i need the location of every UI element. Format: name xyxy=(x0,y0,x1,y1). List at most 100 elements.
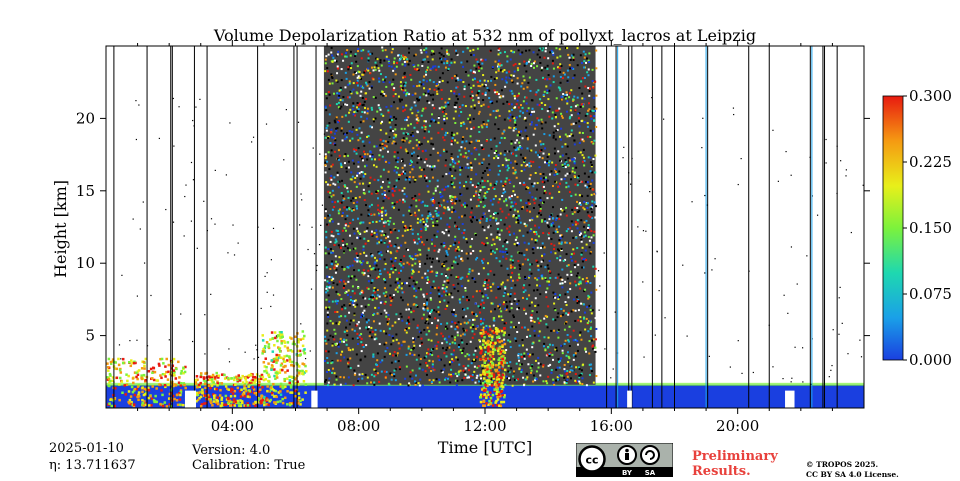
aerosol-pixel xyxy=(167,363,170,367)
noise-pixel xyxy=(451,158,454,161)
noise-pixel xyxy=(422,243,425,246)
noise-pixel xyxy=(445,251,448,254)
noise-pixel xyxy=(418,263,421,266)
aerosol-pixel xyxy=(129,364,133,368)
noise-pixel xyxy=(521,326,524,329)
aerosol-pixel xyxy=(147,386,150,390)
aerosol-pixel xyxy=(206,393,210,397)
noise-pixel xyxy=(415,304,418,307)
noise-pixel xyxy=(547,346,550,349)
noise-pixel xyxy=(595,94,598,97)
noise-pixel xyxy=(356,227,359,230)
noise-pixel xyxy=(440,369,443,372)
noise-pixel xyxy=(324,62,327,65)
noise-pixel xyxy=(482,318,485,321)
aerosol-pixel xyxy=(106,376,109,379)
noise-pixel xyxy=(579,374,582,377)
noise-pixel xyxy=(552,296,555,299)
noise-pixel xyxy=(362,73,365,76)
noise-pixel xyxy=(550,369,553,372)
noise-pixel xyxy=(507,370,510,373)
noise-pixel xyxy=(517,242,520,245)
noise-pixel xyxy=(439,76,442,79)
noise-pixel xyxy=(487,262,490,265)
noise-pixel xyxy=(470,95,473,98)
noise-pixel xyxy=(326,70,329,73)
noise-pixel xyxy=(386,150,389,153)
aerosol-pixel xyxy=(110,404,113,408)
noise-pixel xyxy=(347,196,350,199)
noise-pixel xyxy=(348,82,351,85)
noise-pixel xyxy=(372,313,375,316)
noise-pixel xyxy=(582,258,585,261)
noise-pixel xyxy=(411,168,414,171)
noise-pixel xyxy=(532,66,535,69)
noise-pixel xyxy=(418,141,421,144)
noise-pixel xyxy=(366,328,369,331)
noise-pixel xyxy=(357,47,360,50)
noise-pixel xyxy=(560,178,563,181)
noise-pixel xyxy=(525,248,528,251)
noise-pixel xyxy=(489,369,492,372)
noise-pixel xyxy=(441,347,444,350)
noise-pixel xyxy=(531,353,534,356)
noise-pixel xyxy=(541,254,544,257)
noise-pixel xyxy=(445,260,448,263)
noise-pixel xyxy=(509,264,512,267)
noise-pixel xyxy=(383,278,386,281)
noise-pixel xyxy=(580,235,583,238)
noise-pixel xyxy=(406,60,409,63)
noise-pixel xyxy=(423,356,426,359)
noise-pixel xyxy=(494,368,497,371)
noise-pixel xyxy=(341,139,344,142)
noise-pixel xyxy=(345,343,348,346)
noise-pixel xyxy=(497,128,500,131)
noise-pixel xyxy=(485,324,488,327)
noise-pixel xyxy=(584,53,587,56)
noise-pixel xyxy=(403,340,406,343)
noise-pixel xyxy=(430,120,433,123)
noise-pixel xyxy=(520,147,523,150)
aerosol-pixel xyxy=(223,377,227,380)
noise-pixel xyxy=(330,75,333,78)
noise-pixel xyxy=(324,279,327,282)
noise-pixel xyxy=(346,334,349,337)
noise-pixel xyxy=(440,61,443,64)
aerosol-pixel xyxy=(253,391,257,395)
noise-pixel xyxy=(583,121,586,124)
aerosol-pixel xyxy=(260,373,264,377)
noise-pixel xyxy=(478,339,481,342)
aerosol-pixel xyxy=(178,376,181,379)
noise-pixel xyxy=(464,373,467,376)
noise-pixel xyxy=(531,218,534,221)
noise-pixel xyxy=(564,96,567,99)
noise-pixel xyxy=(435,84,438,87)
aerosol-pixel xyxy=(133,360,136,364)
noise-pixel xyxy=(448,335,451,338)
noise-pixel xyxy=(357,75,360,78)
noise-pixel xyxy=(388,276,391,279)
aerosol-pixel xyxy=(135,387,138,391)
noise-pixel xyxy=(447,53,450,56)
noise-pixel xyxy=(450,198,453,201)
noise-pixel xyxy=(387,219,390,222)
noise-pixel xyxy=(570,230,573,233)
noise-pixel xyxy=(393,67,396,70)
noise-pixel xyxy=(482,158,485,161)
noise-pixel xyxy=(437,201,440,204)
noise-pixel xyxy=(331,343,334,346)
noise-pixel xyxy=(541,201,544,204)
noise-pixel xyxy=(335,268,338,271)
noise-pixel xyxy=(474,349,477,352)
noise-pixel xyxy=(351,130,354,133)
noise-pixel xyxy=(447,281,450,284)
noise-pixel xyxy=(481,216,484,219)
noise-pixel xyxy=(446,208,449,211)
noise-pixel xyxy=(459,334,462,337)
noise-pixel xyxy=(446,322,449,325)
noise-pixel xyxy=(426,254,429,257)
noise-pixel xyxy=(462,316,465,319)
noise-pixel xyxy=(535,91,538,94)
noise-pixel xyxy=(371,108,374,111)
noise-pixel xyxy=(587,109,590,112)
